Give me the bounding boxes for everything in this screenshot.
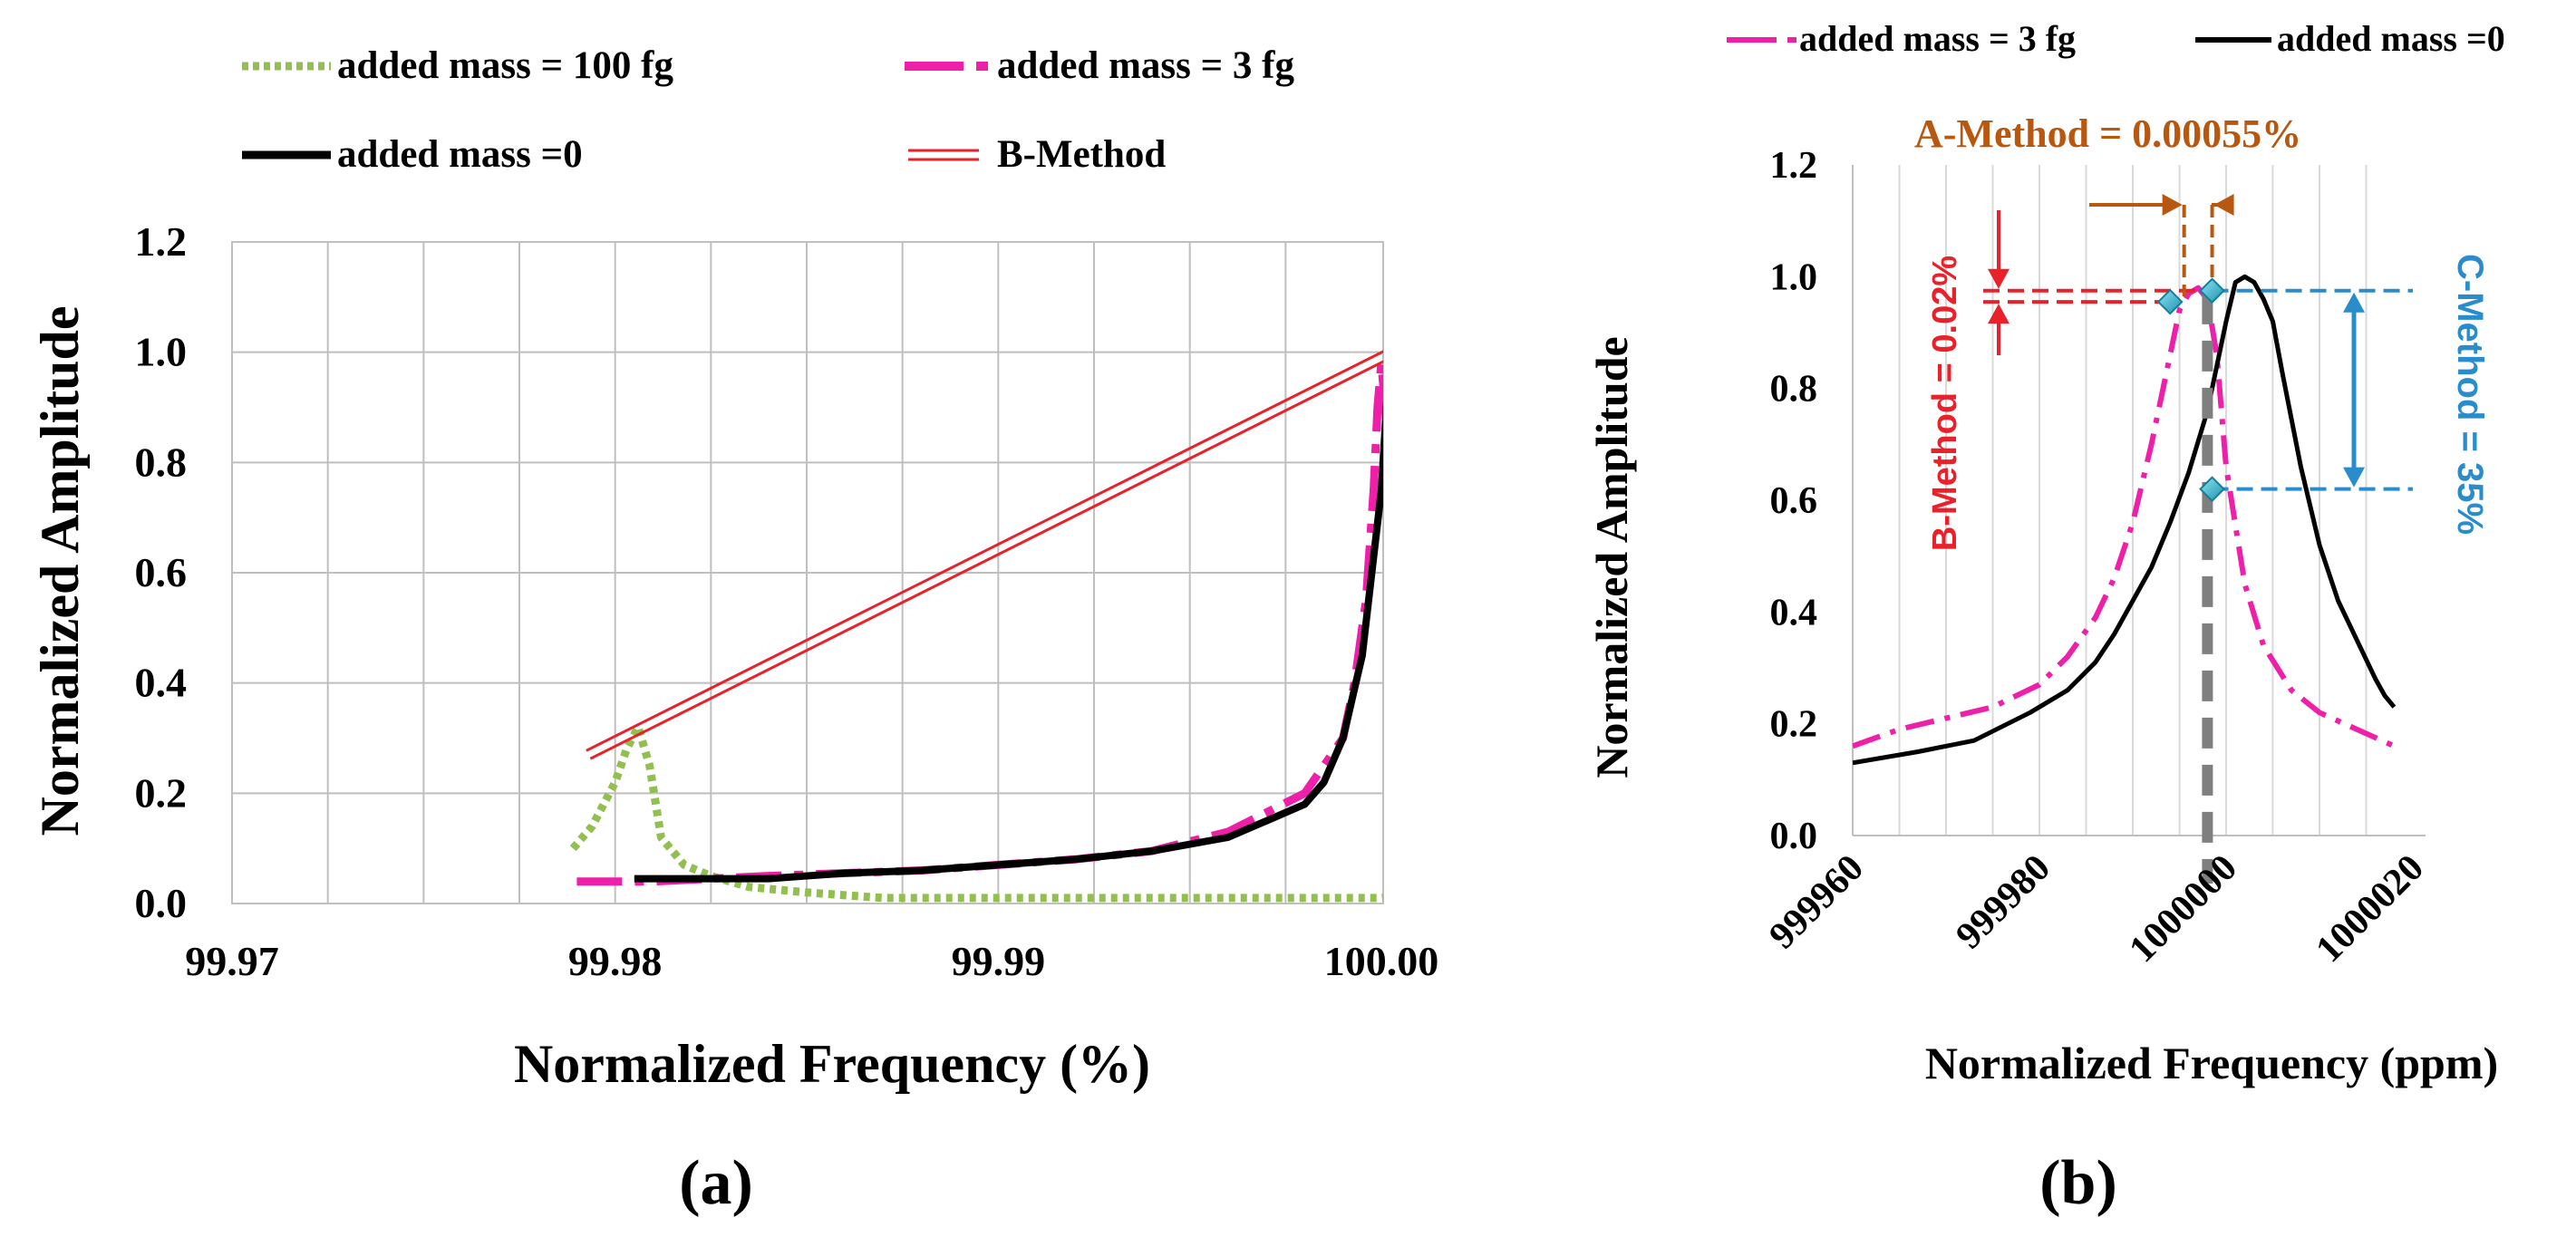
series-b-added-mass-0 (1853, 274, 2397, 766)
x-tick-label-b: 999960 (1761, 847, 1872, 958)
x-tick-label-b: 999980 (1948, 847, 2058, 958)
legend-item-b-3fg: added mass = 3 fg (1727, 18, 2076, 59)
series-a (569, 350, 1383, 903)
panel-label-b-letter: b (2061, 1148, 2097, 1218)
y-tick-label-b: 1.0 (1770, 256, 1818, 298)
series-b-added-mass-3-fg (1853, 285, 2396, 749)
y-tick-label-a: 0.4 (135, 660, 188, 706)
series-a-b-method-1 (589, 360, 1383, 760)
series-a-b-method-2 (586, 350, 1383, 752)
y-tick-labels-b: 0.0 0.2 0.4 0.6 0.8 1.0 1.2 (1770, 145, 1818, 857)
legend-label-b-0: added mass =0 (2277, 18, 2505, 59)
panel-label-b: (b) (2039, 1148, 2117, 1218)
a-method-arrow-left (2213, 194, 2234, 216)
legend-a: added mass = 100 fg added mass = 3 fg ad… (242, 44, 1294, 176)
panel-label-b-open: ( (2039, 1148, 2060, 1218)
x-tick-label-b: 1000000 (2122, 847, 2245, 971)
y-tick-label-b: 1.2 (1770, 145, 1818, 187)
legend-label-bmethod: B-Method (997, 133, 1166, 176)
x-tick-label-a: 100.00 (1324, 938, 1439, 984)
y-tick-label-b: 0.2 (1770, 704, 1818, 746)
y-tick-label-a: 0.0 (135, 880, 188, 926)
series-a-added-mass-100-fg (569, 722, 1383, 903)
y-tick-label-a: 0.8 (135, 439, 188, 485)
legend-label-100fg: added mass = 100 fg (337, 44, 673, 87)
y-tick-label-b: 0.4 (1770, 592, 1818, 633)
legend-item-bmethod: B-Method (908, 133, 1166, 176)
panel-label-b-close: ) (2096, 1148, 2116, 1218)
panel-label-a-letter: a (701, 1148, 732, 1218)
legend-item-3fg: added mass = 3 fg (905, 44, 1294, 87)
annotation-c-method: C-Method = 35% (2450, 254, 2490, 535)
x-tick-label-a: 99.98 (568, 938, 663, 984)
measurement-point-marker (2156, 288, 2184, 315)
legend-label-3fg: added mass = 3 fg (997, 44, 1294, 87)
measurement-point-marker (2199, 277, 2225, 304)
y-axis-label-a: Normalized Amplitude (30, 306, 90, 836)
legend-item-0: added mass =0 (242, 133, 583, 176)
x-tick-label-b: 1000020 (2309, 847, 2432, 971)
x-axis-label-a: Normalized Frequency (%) (514, 1034, 1150, 1094)
annotation-a-method: A-Method = 0.00055% (1914, 111, 2301, 156)
y-tick-label-a: 1.0 (135, 329, 188, 375)
annotation-b-method: B-Method = 0.02% (1926, 256, 1964, 551)
panel-label-a: (a) (679, 1148, 753, 1218)
y-tick-labels-a: 0.0 0.2 0.4 0.6 0.8 1.0 1.2 (135, 218, 188, 926)
legend-label-b-3fg: added mass = 3 fg (1799, 18, 2076, 59)
chart-panel-a: added mass = 100 fg added mass = 3 fg ad… (30, 44, 1438, 1218)
legend-item-b-0: added mass =0 (2195, 18, 2505, 59)
panel-label-a-close: ) (732, 1148, 753, 1218)
legend-b: added mass = 3 fg added mass =0 (1727, 18, 2505, 59)
y-tick-label-b: 0.6 (1770, 480, 1818, 522)
y-tick-label-a: 0.2 (135, 769, 188, 816)
legend-label-0: added mass =0 (337, 133, 583, 176)
gridlines-b (1898, 165, 2368, 836)
x-axis-label-b: Normalized Frequency (ppm) (1925, 1038, 2498, 1088)
legend-item-100fg: added mass = 100 fg (242, 44, 673, 87)
x-tick-labels-a: 99.97 99.98 99.99 100.00 (185, 938, 1438, 984)
annotations-b (1983, 194, 2413, 884)
y-tick-label-a: 1.2 (135, 218, 188, 265)
x-tick-labels-b: 999960 999980 1000000 1000020 (1761, 847, 2432, 971)
y-tick-label-a: 0.6 (135, 549, 188, 595)
x-tick-label-a: 99.99 (952, 938, 1046, 984)
x-tick-label-a: 99.97 (185, 938, 279, 984)
y-tick-label-b: 0.8 (1770, 369, 1818, 411)
c-method-arrow-down (2343, 467, 2365, 488)
y-tick-label-b: 0.0 (1770, 816, 1818, 857)
b-method-arrow-down (1988, 268, 2009, 289)
panel-label-a-open: ( (679, 1148, 700, 1218)
y-axis-label-b: Normalized Amplitude (1586, 336, 1637, 778)
measurement-point-marker (2199, 476, 2225, 503)
gridlines-a (232, 242, 1383, 904)
series-b (1853, 274, 2397, 766)
series-a-added-mass-0 (634, 400, 1383, 883)
chart-panel-b: added mass = 3 fg added mass =0 0.00.20.… (1586, 18, 2505, 1218)
b-method-arrow-up (1988, 304, 2009, 324)
a-method-arrow-right (2162, 194, 2183, 216)
c-method-arrow-up (2343, 292, 2365, 313)
